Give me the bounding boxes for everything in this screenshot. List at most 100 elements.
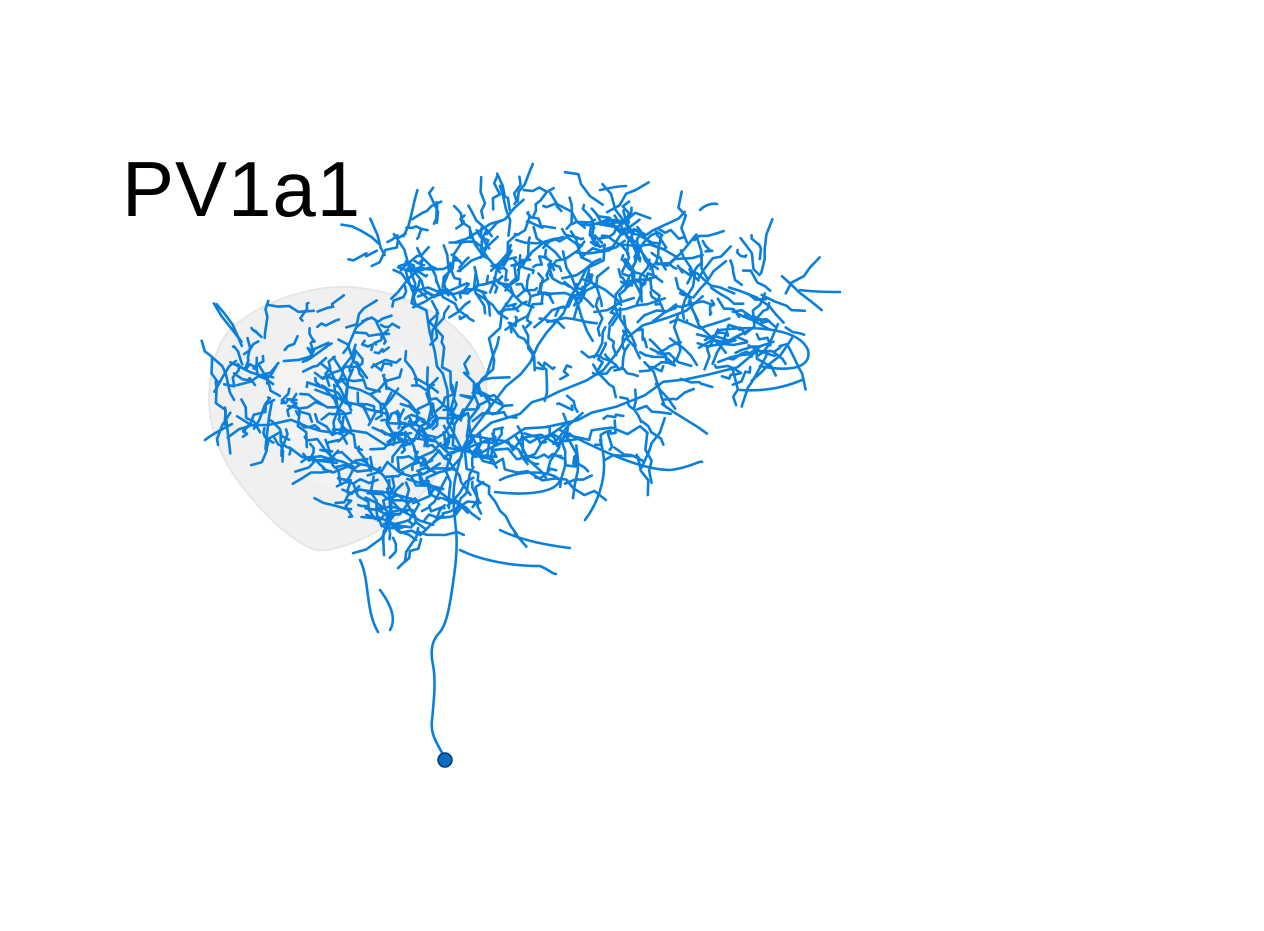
neurite-branch [342,317,369,355]
neurite-branch [441,434,455,447]
neurite-branch [647,357,676,369]
neurite-branch [339,377,384,406]
neurite-branch [663,387,695,401]
neurite-branch [628,236,660,271]
neurite-branch [489,427,503,464]
neurite-branch [484,335,501,380]
neurite-branch [399,402,421,415]
neurite-branch [479,175,487,220]
neurite-branch [286,392,298,418]
neurite-branch [378,588,394,632]
neurite-branch [448,240,486,251]
neurite-branch [344,499,354,519]
neurite-branch [291,469,333,486]
neurite-branch [591,363,618,399]
neurite-branch [370,240,400,268]
neurite-branch [595,341,608,373]
neurite-branch [640,419,665,446]
neurite-branch [456,256,470,273]
neurite-branch [244,336,252,370]
soma [437,752,453,768]
neurite-branch [372,362,393,372]
neurite-branch [603,353,620,370]
neurite-branch [459,235,499,272]
neurite-branch [676,264,693,277]
neurite-branch [475,228,491,250]
neurite-branch [401,407,433,448]
neurite-branch [619,396,635,411]
neurite-branch [512,175,522,206]
neurite-branch [563,170,604,206]
neurite-branch [727,286,768,301]
neurite-branch [402,188,419,238]
neurite-branch [380,429,412,446]
neurite-branch [411,472,430,483]
neurite-branch [215,406,228,447]
neurite-branch [340,223,380,245]
neurite-branch [677,190,689,244]
neurite-branch [638,350,673,363]
neurite-branch [442,244,451,297]
neurite-branch [301,342,333,364]
neurite-branch [356,402,384,414]
neurite-branch [485,198,525,236]
neurite-branch [613,367,639,378]
neurite-branch [575,282,587,296]
neurite-branch [430,305,451,340]
neurite-branch [735,248,748,259]
neurite-branch [460,349,776,452]
neurite-branch [605,181,650,214]
neurite-branch [498,528,572,550]
neurite-branch [590,222,600,248]
neurite-branch [472,383,504,405]
neurite-branch [333,457,369,469]
neurite-branch [435,280,470,319]
neurite-branch [521,324,536,372]
neurite-branch [784,256,821,295]
neurite-branch [441,242,463,289]
neurite-branch [607,324,618,357]
neurite-branch [708,299,716,317]
neurite-branch [356,391,372,423]
neurite-branch [294,449,340,473]
neurite-branch [581,272,594,289]
neurite-branch [428,299,464,452]
neurite-branch [672,314,682,362]
neurite-branch [752,301,771,320]
neurite-branch [413,377,436,387]
neurite-branch [559,364,573,381]
neurite-branch [391,284,408,308]
neurite-branch [369,431,413,451]
neurite-branch [366,470,405,479]
neurite-branch [546,432,572,472]
neurite-branch [252,398,276,430]
neurite-branch [396,526,420,570]
neurite-branch [458,548,558,576]
neurite-branch [413,258,426,267]
neurite-branch [411,292,443,309]
neurite-branch [345,299,378,329]
neurite-branch [250,326,263,339]
neurite-branch [316,318,341,329]
neurite-branch [750,234,763,261]
neurite-branch [321,465,372,474]
neurite-branch [364,513,395,530]
neurite-branch [264,399,274,451]
neurite-branch [249,431,282,467]
neurite-branch [460,443,563,461]
neurite-branch [643,210,687,238]
neurite-branch [444,458,452,510]
neurite-branch [581,203,596,230]
neurite-branch [314,388,352,407]
neurite-branch [369,217,387,257]
neurite-branch [410,262,455,273]
neurite-branch [635,258,651,305]
neurite-branch [472,270,492,317]
neurite-branch [563,474,594,485]
neurite-branch [588,226,604,245]
neurite-branch [552,411,584,446]
neurite-branch [701,239,714,253]
neurite-branch [428,475,449,507]
neurite-branch [532,191,548,217]
neurite-branch [467,204,493,238]
